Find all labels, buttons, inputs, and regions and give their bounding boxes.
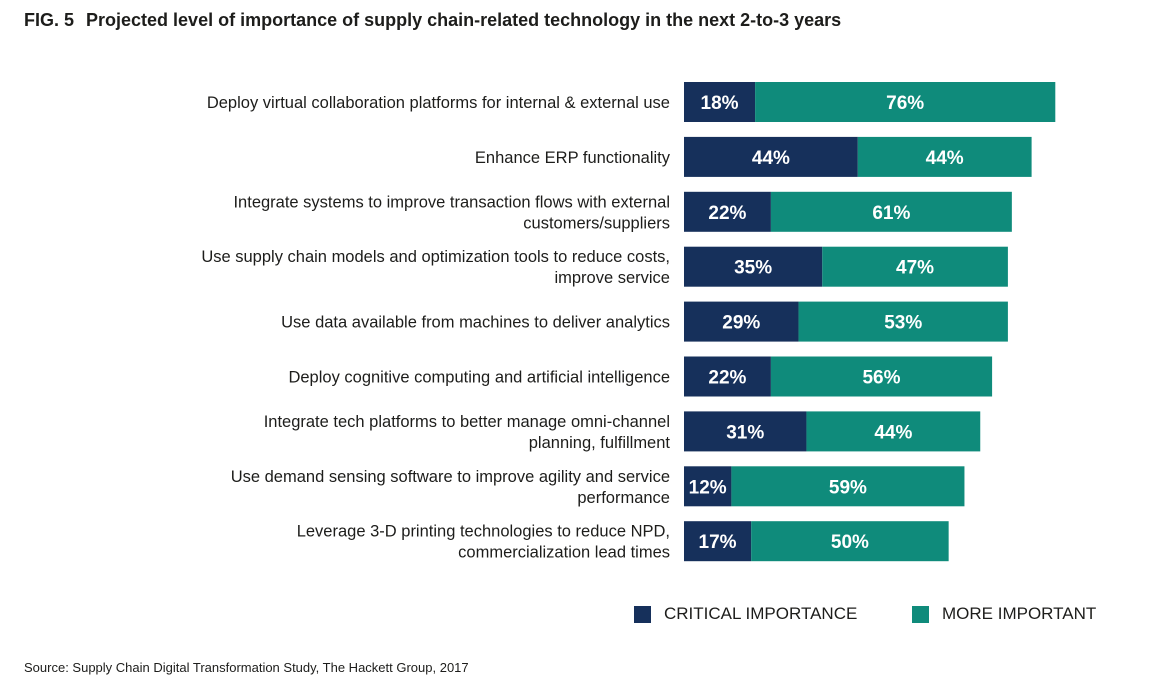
category-label: commercialization lead times — [458, 544, 670, 562]
bar-segment-more — [751, 521, 949, 562]
data-label-more: 47% — [896, 258, 934, 279]
bar-segment-critical — [684, 82, 756, 122]
data-label-more: 76% — [886, 93, 924, 114]
data-label-critical: 17% — [699, 532, 737, 553]
category-label: Deploy cognitive computing and artificia… — [288, 369, 670, 387]
data-label-critical: 35% — [734, 258, 772, 279]
bar-segment-more — [770, 191, 1012, 232]
bar-segment-critical — [684, 411, 807, 452]
data-label-more: 44% — [926, 148, 964, 169]
data-label-more: 56% — [862, 368, 900, 389]
data-label-critical: 31% — [726, 422, 764, 443]
bar-segment-critical — [684, 356, 771, 397]
bar-segment-critical — [684, 136, 858, 177]
bar-segment-critical — [684, 521, 752, 562]
bar-segment-critical — [684, 301, 799, 342]
figure-title-text: Projected level of importance of supply … — [86, 10, 842, 30]
category-label: planning, fulfillment — [529, 434, 671, 452]
category-label: Use supply chain models and optimization… — [201, 248, 670, 266]
bar-segment-more — [806, 411, 981, 452]
category-label: Use demand sensing software to improve a… — [231, 468, 670, 486]
data-label-more: 44% — [874, 422, 912, 443]
figure-title: FIG. 5 Projected level of importance of s… — [24, 10, 841, 31]
data-label-critical: 44% — [752, 148, 790, 169]
data-label-critical: 22% — [708, 203, 746, 224]
source-note: Source: Supply Chain Digital Transformat… — [24, 660, 469, 675]
bar-segment-more — [770, 356, 993, 397]
category-label: performance — [577, 489, 670, 507]
category-label: customers/suppliers — [523, 214, 670, 232]
category-label: improve service — [554, 269, 670, 287]
legend-label-critical: CRITICAL IMPORTANCE — [664, 604, 858, 623]
figure-number: FIG. 5 — [24, 10, 75, 30]
bar-segment-more — [755, 82, 1056, 122]
category-label: Use data available from machines to deli… — [281, 314, 670, 332]
data-label-more: 59% — [829, 477, 867, 498]
bar-segment-critical — [684, 246, 823, 287]
bar-segment-critical — [684, 191, 771, 232]
stacked-bar-chart: Deploy virtual collaboration platforms f… — [201, 82, 1056, 562]
category-label: Leverage 3-D printing technologies to re… — [297, 523, 670, 541]
bar-segment-more — [731, 466, 965, 507]
legend-item-more: MORE IMPORTANT — [912, 604, 1096, 624]
data-label-more: 61% — [872, 203, 910, 224]
bar-segment-more — [857, 136, 1032, 177]
data-label-critical: 12% — [689, 477, 727, 498]
data-label-critical: 18% — [701, 93, 739, 114]
category-label: Integrate tech platforms to better manag… — [264, 413, 670, 431]
category-label: Integrate systems to improve transaction… — [233, 193, 670, 211]
legend-swatch-more — [912, 605, 929, 623]
category-label: Enhance ERP functionality — [475, 149, 671, 167]
legend-label-more: MORE IMPORTANT — [942, 604, 1097, 623]
data-label-more: 50% — [831, 532, 869, 553]
bar-segment-critical — [684, 466, 732, 507]
bar-segment-more — [798, 301, 1008, 342]
legend-item-critical: CRITICAL IMPORTANCE — [634, 604, 857, 624]
legend-swatch-critical — [634, 605, 651, 623]
data-label-critical: 22% — [708, 368, 746, 389]
bar-segment-more — [822, 246, 1008, 287]
data-label-critical: 29% — [722, 313, 760, 334]
category-label: Deploy virtual collaboration platforms f… — [207, 94, 670, 112]
data-label-more: 53% — [884, 313, 922, 334]
